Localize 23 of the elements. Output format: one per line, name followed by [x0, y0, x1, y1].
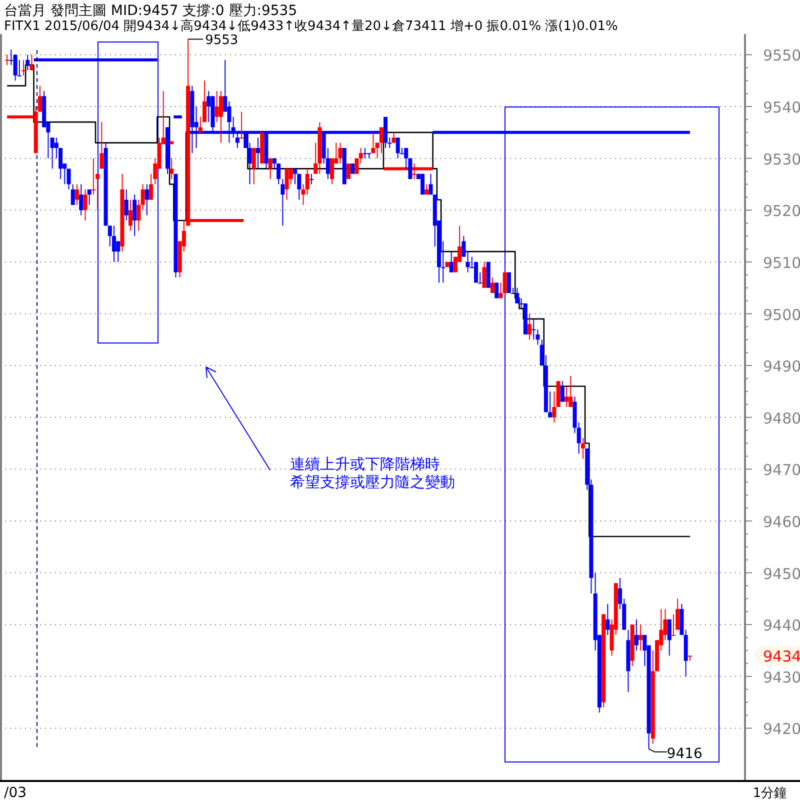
y-tick-label: 9530: [763, 150, 800, 168]
text: 9434: [763, 648, 800, 666]
y-tick-label: 9520: [763, 202, 800, 220]
chart-title: 台當月 發問主圖 MID:9457 支撐:0 壓力:9535: [4, 3, 298, 19]
y-tick-label: 9500: [763, 306, 800, 324]
y-tick-label: 9430: [763, 668, 800, 686]
annotation: 希望支撐或壓力隨之變動: [290, 473, 455, 491]
y-tick-label: 9420: [763, 720, 800, 738]
y-tick-label: 9510: [763, 254, 800, 272]
x-axis-title: 1分鐘: [752, 786, 788, 800]
y-tick-label: 9550: [763, 46, 800, 65]
chart-subtitle: FITX1 2015/06/04 開9434↓高9434↓低9433↑收9434↑量20↓倉73411 增+0 振0.01% 漲(1)0.01%: [4, 18, 618, 34]
y-tick-label: 9440: [763, 616, 800, 635]
y-tick-label: 9490: [763, 358, 800, 376]
y-tick-label: 9470: [763, 461, 800, 480]
y-tick-label: 9540: [763, 98, 800, 117]
y-tick-label: 9480: [763, 409, 800, 428]
annotation: 9416: [666, 746, 703, 762]
text: /03: [4, 785, 27, 800]
annotation: 9553: [205, 33, 238, 48]
annotation: 連續上升或下降階梯時: [290, 455, 440, 473]
y-tick-label: 9460: [763, 512, 800, 531]
y-tick-label: 9450: [763, 564, 800, 583]
